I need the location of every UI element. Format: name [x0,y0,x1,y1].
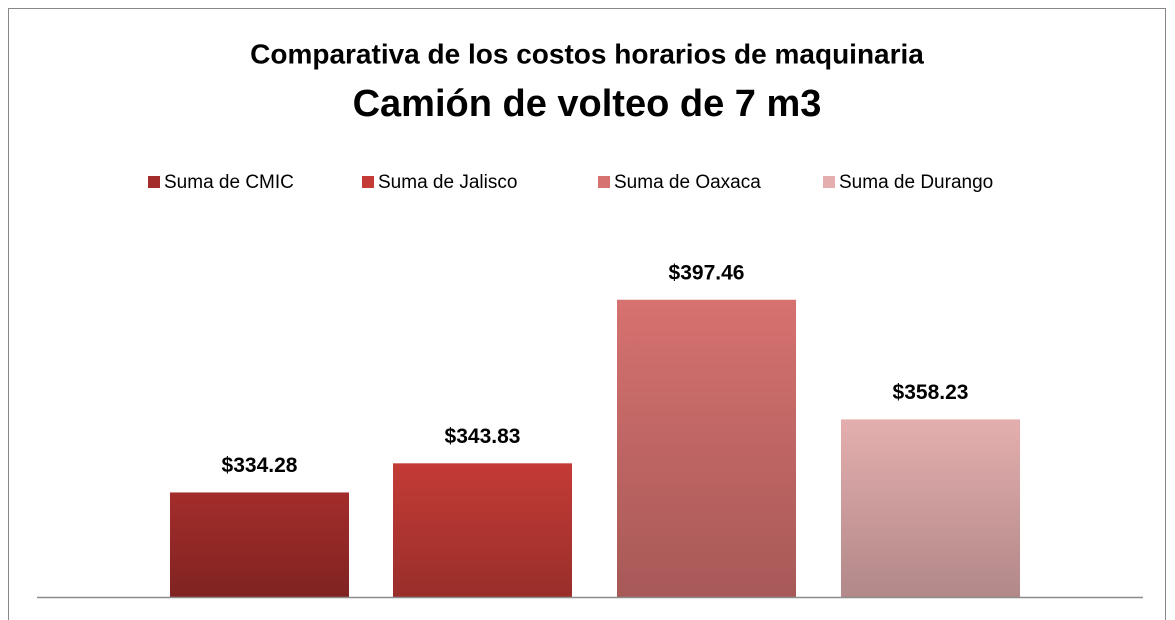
bar [170,492,349,597]
chart-title: Comparativa de los costos horarios de ma… [250,38,924,69]
data-label: $397.46 [669,261,745,284]
chart-subtitle: Camión de volteo de 7 m3 [353,83,822,125]
bar [841,419,1020,597]
data-label: $343.83 [445,425,521,448]
legend-swatch [598,176,610,188]
data-label: $358.23 [893,381,969,404]
chart-frame [8,8,1166,620]
data-label: $334.28 [222,454,298,477]
bar [617,299,796,597]
legend-label: Suma de Durango [839,172,993,193]
legend-label: Suma de CMIC [164,172,294,193]
legend-swatch [823,176,835,188]
legend-label: Suma de Oaxaca [614,172,761,193]
legend-label: Suma de Jalisco [378,172,517,193]
bar [393,463,572,597]
legend-swatch [148,176,160,188]
legend-swatch [362,176,374,188]
